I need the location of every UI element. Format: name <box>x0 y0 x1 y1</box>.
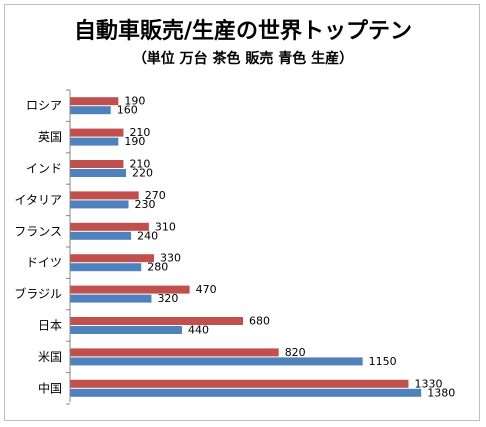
sales-bar <box>70 97 119 106</box>
data-label: 1380 <box>427 386 455 399</box>
data-label: 470 <box>196 283 217 296</box>
sales-bar <box>70 379 409 388</box>
category-label: 英国 <box>38 130 62 144</box>
sales-bar <box>70 191 139 200</box>
production-bar <box>70 388 422 397</box>
production-bar <box>70 294 152 303</box>
production-bar <box>70 106 111 115</box>
category-label: ドイツ <box>26 256 62 270</box>
category-label: フランス <box>14 224 62 238</box>
data-label: 280 <box>147 261 168 274</box>
sales-bar <box>70 222 149 231</box>
category-label: ロシア <box>26 99 62 113</box>
sales-bar <box>70 348 279 357</box>
category-label: 日本 <box>38 319 62 333</box>
data-label: 330 <box>160 252 181 265</box>
sales-bar <box>70 254 154 263</box>
data-label: 210 <box>129 126 150 139</box>
data-label: 820 <box>285 346 306 359</box>
data-label: 680 <box>249 315 270 328</box>
category-label: インド <box>26 162 62 176</box>
category-label: ブラジル <box>14 286 62 301</box>
data-label: 1330 <box>414 377 442 390</box>
data-label: 160 <box>117 104 138 117</box>
chart-subtitle: （単位 万台 茶色 販売 青色 生産） <box>132 51 354 67</box>
data-label: 440 <box>188 324 209 337</box>
data-label: 320 <box>157 292 178 305</box>
production-bar <box>70 137 119 146</box>
sales-bar <box>70 128 124 137</box>
category-label: 中国 <box>38 380 62 395</box>
data-label: 310 <box>155 220 176 233</box>
chart-title: 自動車販売/生産の世界トップテン <box>73 19 413 44</box>
production-bar <box>70 357 363 366</box>
production-bar <box>70 326 182 334</box>
production-bar <box>70 263 142 272</box>
data-label: 240 <box>137 229 158 242</box>
data-label: 230 <box>135 198 156 211</box>
sales-bar <box>70 317 244 325</box>
data-label: 220 <box>132 167 153 180</box>
production-bar <box>70 200 129 209</box>
data-label: 190 <box>124 95 145 108</box>
category-label: イタリア <box>14 193 62 207</box>
data-label: 270 <box>145 189 166 202</box>
sales-bar <box>70 160 124 168</box>
bars-layer <box>70 97 422 397</box>
production-bar <box>70 231 132 240</box>
sales-bar <box>70 285 190 294</box>
data-label: 210 <box>129 158 150 171</box>
data-label: 190 <box>124 135 145 148</box>
data-label: 1150 <box>369 355 397 368</box>
production-bar <box>70 169 126 177</box>
category-label: 米国 <box>38 350 62 364</box>
